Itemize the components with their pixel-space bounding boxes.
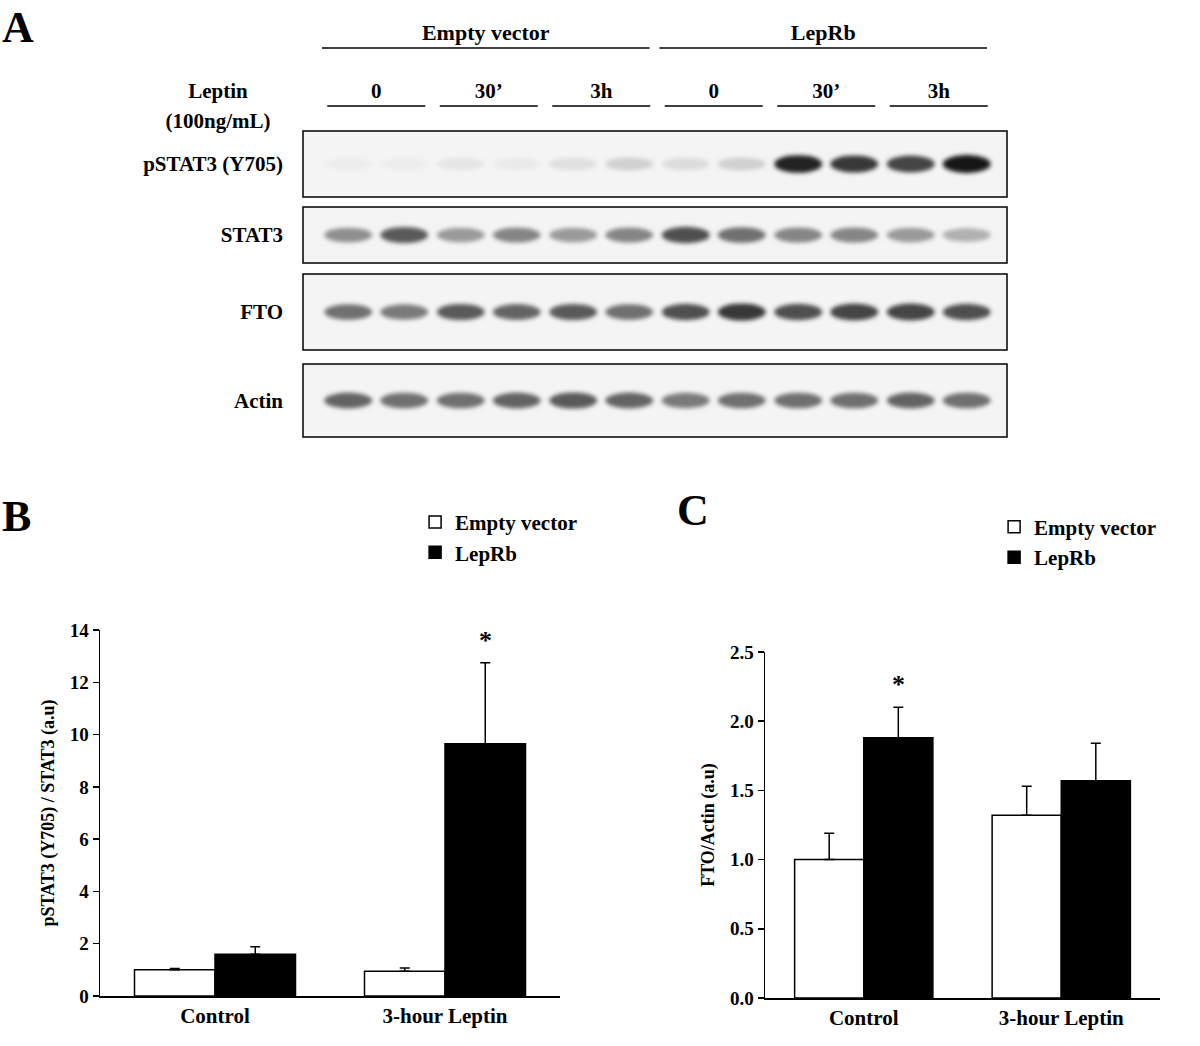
svg-text:12: 12 [70,672,89,693]
svg-text:pSTAT3 (Y705) / STAT3 (a.u): pSTAT3 (Y705) / STAT3 (a.u) [38,699,59,926]
svg-text:2.5: 2.5 [730,642,754,663]
svg-text:A: A [2,3,34,52]
svg-text:1.0: 1.0 [730,849,754,870]
svg-text:LepRb: LepRb [455,542,517,566]
svg-text:LepRb: LepRb [1034,546,1096,570]
svg-text:3-hour Leptin: 3-hour Leptin [382,1004,507,1028]
svg-text:Empty vector: Empty vector [422,20,550,45]
svg-text:10: 10 [70,724,89,745]
svg-text:14: 14 [70,620,90,641]
svg-text:Empty vector: Empty vector [1034,516,1156,540]
svg-text:0: 0 [79,986,89,1007]
svg-text:3h: 3h [928,79,951,103]
svg-text:0.5: 0.5 [730,918,754,939]
svg-text:2.0: 2.0 [730,711,754,732]
svg-text:3h: 3h [590,79,613,103]
svg-text:Actin: Actin [234,389,283,413]
svg-text:3-hour Leptin: 3-hour Leptin [999,1006,1124,1030]
svg-text:FTO/Actin (a.u): FTO/Actin (a.u) [698,763,719,887]
svg-text:2: 2 [79,933,89,954]
svg-text:LepRb: LepRb [791,20,856,45]
svg-text:Control: Control [180,1004,250,1028]
svg-text:0.0: 0.0 [730,988,754,1009]
svg-text:*: * [892,670,905,699]
svg-text:30’: 30’ [475,79,503,103]
svg-text:6: 6 [79,829,89,850]
svg-text:30’: 30’ [812,79,840,103]
svg-text:8: 8 [79,777,89,798]
svg-text:4: 4 [79,881,89,902]
svg-text:Empty vector: Empty vector [455,511,577,535]
svg-text:*: * [479,626,492,655]
svg-text:STAT3: STAT3 [221,223,283,247]
svg-text:C: C [677,486,709,535]
svg-text:0: 0 [709,79,720,103]
svg-text:(100ng/mL): (100ng/mL) [166,109,271,133]
svg-text:pSTAT3 (Y705): pSTAT3 (Y705) [143,152,283,176]
svg-text:Leptin: Leptin [188,79,248,103]
svg-text:FTO: FTO [240,300,283,324]
svg-text:Control: Control [829,1006,899,1030]
svg-text:1.5: 1.5 [730,780,754,801]
svg-text:0: 0 [371,79,382,103]
svg-text:B: B [2,492,31,541]
